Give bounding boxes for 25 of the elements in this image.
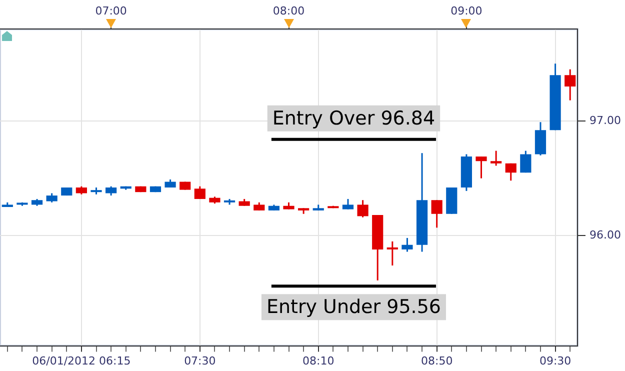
candlestick: [194, 186, 206, 200]
x2-tick-label: 07:00: [95, 4, 127, 18]
candlestick: [342, 198, 354, 210]
x-tick-label: 08:50: [420, 354, 453, 368]
candlestick: [106, 186, 117, 196]
candlestick: [564, 68, 576, 102]
x2-tick-label: 08:00: [272, 4, 305, 18]
candlestick: [431, 199, 442, 228]
x-tick-label: 08:10: [302, 354, 334, 368]
y-tick-label: 97.00: [590, 114, 622, 127]
candlestick: [357, 199, 368, 218]
candlestick: [476, 156, 487, 180]
ref-line-label: Entry Over 96.84: [272, 107, 436, 130]
candlestick: [520, 150, 532, 174]
x2-tick-label: 09:00: [450, 4, 482, 18]
x-tick-label: 09:30: [539, 354, 572, 368]
candlestick: [386, 240, 398, 266]
candlestick: [402, 237, 413, 252]
y-tick-label: 96.00: [590, 228, 622, 242]
x-tick-label: 06/01/2012 06:15: [32, 354, 131, 368]
candlestick: [46, 192, 58, 204]
ref-line-label: Entry Under 95.56: [266, 296, 441, 318]
x-tick-label: 07:30: [184, 354, 216, 368]
candlestick: [505, 162, 516, 182]
candlestick: [490, 150, 502, 166]
